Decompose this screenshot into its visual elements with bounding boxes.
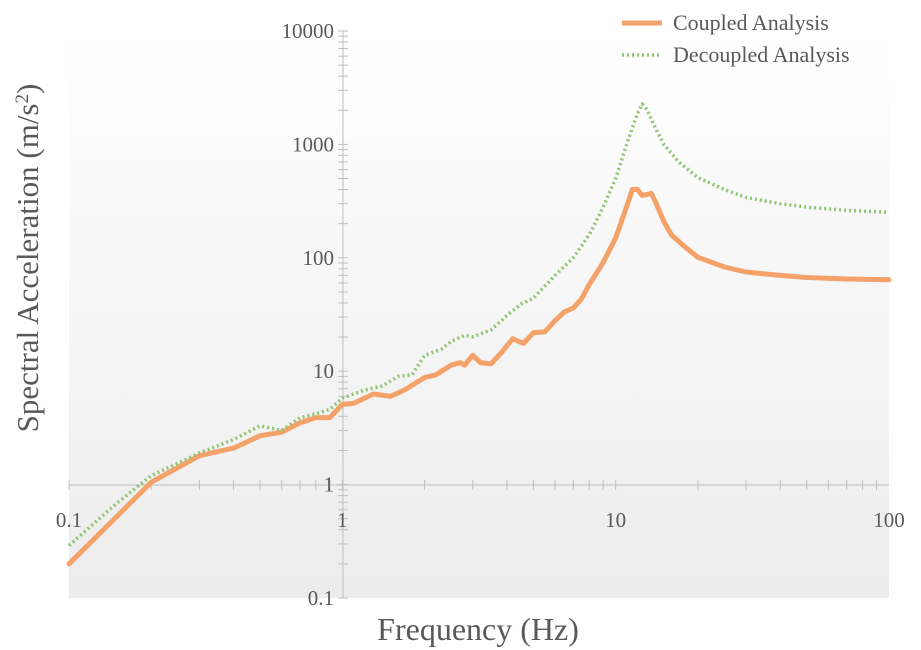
plot-area [69,31,889,598]
legend-item-decoupled: Decoupled Analysis [622,42,850,67]
legend: Coupled Analysis Decoupled Analysis [622,10,850,67]
legend-label-coupled: Coupled Analysis [673,10,829,35]
legend-label-decoupled: Decoupled Analysis [673,42,850,67]
y-tick-label: 100 [303,246,335,270]
x-tick-label: 10 [605,508,626,532]
y-axis-title-close: ) [10,84,45,94]
y-axis-title-superscript: 2 [12,94,33,104]
x-tick-labels: 0.1 1 10 100 [56,508,905,532]
y-tick-label: 0.1 [308,586,334,610]
series-group [66,102,892,567]
y-tick-labels: 0.1 1 10 100 1000 10000 [282,19,335,610]
x-tick-label: 0.1 [56,508,82,532]
x-tick-label: 100 [873,508,905,532]
x-tick-label: 1 [337,508,348,532]
legend-item-coupled: Coupled Analysis [622,10,829,35]
series-line-coupled [66,186,892,567]
y-tick-label: 1000 [292,132,334,156]
y-tick-label: 10000 [282,19,335,43]
y-axis-title-main: Spectral Acceleration (m/s [10,104,45,433]
x-axis-title: Frequency (Hz) [377,611,579,647]
y-tick-label: 1 [324,473,335,497]
y-tick-label: 10 [313,359,334,383]
y-axis-title: Spectral Acceleration (m/s2) [10,84,45,433]
